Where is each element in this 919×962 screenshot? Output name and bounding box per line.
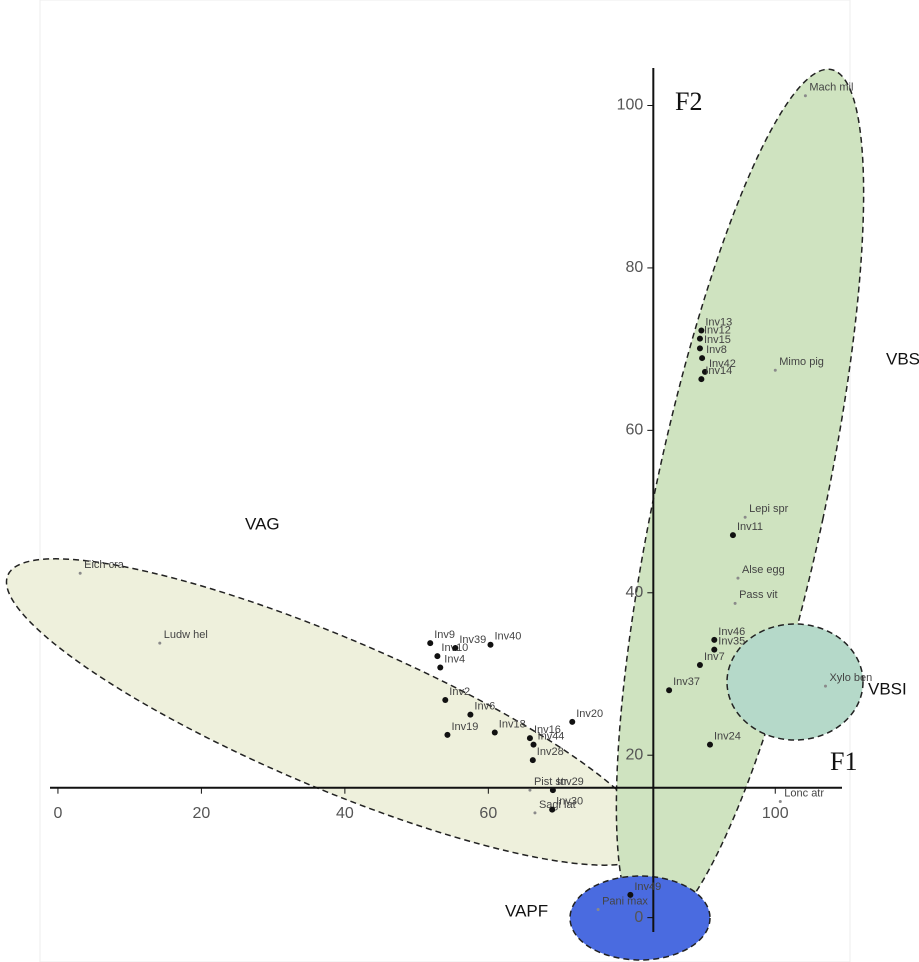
point-label: Pist str — [534, 776, 568, 788]
group-label: VBSI — [868, 679, 907, 698]
point-label: Inv14 — [705, 365, 732, 377]
point — [437, 664, 444, 671]
x-tick-label: 100 — [762, 805, 789, 822]
point — [549, 787, 556, 794]
point — [666, 687, 673, 694]
point — [823, 684, 827, 688]
point — [533, 811, 537, 815]
point — [627, 891, 634, 898]
vbsi-region — [726, 623, 864, 741]
point — [529, 757, 536, 764]
point-label: Lonc atr — [784, 787, 824, 799]
y-tick-label: 60 — [626, 422, 644, 439]
point-label: Inv35 — [718, 636, 745, 648]
point — [528, 788, 532, 792]
y-tick-label: 80 — [626, 259, 644, 276]
point — [696, 345, 703, 352]
x-tick-label: 60 — [479, 805, 497, 822]
vapf-region — [569, 875, 711, 961]
point — [442, 696, 449, 703]
point — [803, 94, 807, 98]
y-axis-label: F2 — [675, 87, 702, 116]
point — [444, 731, 451, 738]
point-label: Mimo pig — [779, 356, 824, 368]
point — [487, 641, 494, 648]
point — [452, 645, 459, 652]
point-label: Inv30 — [556, 796, 583, 808]
point-label: Inv2 — [449, 686, 470, 698]
point — [706, 741, 713, 748]
point — [427, 640, 434, 647]
point — [596, 908, 600, 912]
point — [158, 641, 162, 645]
point-label: Inv24 — [714, 731, 741, 743]
point — [711, 646, 718, 653]
point-label: Inv29 — [557, 776, 584, 788]
point — [701, 368, 708, 375]
point — [773, 368, 777, 372]
point-label: Pani max — [602, 895, 648, 907]
point-label: Inv40 — [494, 631, 521, 643]
point-label: Inv11 — [737, 521, 763, 533]
y-tick-label: 40 — [626, 584, 644, 601]
y-tick-label: 100 — [617, 97, 644, 114]
point — [698, 327, 705, 334]
point-label: Inv12 — [704, 324, 731, 336]
point — [736, 576, 740, 580]
point-label: Inv42 — [709, 358, 736, 370]
x-tick-label: 0 — [53, 805, 62, 822]
point-label: Xylo ben — [829, 672, 872, 684]
point-label: Inv44 — [538, 731, 565, 743]
point — [699, 355, 706, 362]
group-label: VAPF — [505, 901, 548, 920]
point — [467, 711, 474, 718]
point-label: Inv28 — [537, 746, 564, 758]
point-label: Inv49 — [634, 881, 661, 893]
point-label: Inv4 — [444, 653, 465, 665]
y-tick-label: 20 — [626, 746, 644, 763]
point-label: Pass vit — [739, 589, 778, 601]
point — [530, 741, 537, 748]
point-label: Inv39 — [459, 634, 486, 646]
point-label: Inv46 — [718, 626, 745, 638]
point-label: Inv19 — [451, 721, 478, 733]
point — [526, 735, 533, 742]
point-label: Inv9 — [434, 629, 455, 641]
point-label: Inv13 — [705, 316, 732, 328]
point-label: Inv20 — [576, 708, 603, 720]
point — [698, 376, 705, 383]
point — [569, 718, 576, 725]
point-label: Eich cra — [84, 559, 125, 571]
point — [743, 515, 747, 519]
point-label: Inv7 — [704, 651, 725, 663]
point — [549, 806, 556, 813]
group-label: VBS — [886, 349, 919, 368]
x-tick-label: 40 — [336, 805, 354, 822]
point-label: Ludw hel — [164, 629, 208, 641]
point — [491, 729, 498, 736]
point-label: Sagi lat — [539, 799, 576, 811]
point-label: Inv6 — [474, 701, 495, 713]
point — [696, 662, 703, 669]
point — [434, 653, 441, 660]
point-label: Alse egg — [742, 564, 785, 576]
x-tick-label: 20 — [193, 805, 211, 822]
group-label: VAG — [245, 514, 280, 533]
point-label: Inv15 — [704, 334, 731, 346]
point-label: Inv18 — [499, 718, 526, 730]
point — [78, 571, 82, 575]
point-label: Lepi spr — [749, 503, 788, 515]
point-label: Inv37 — [673, 676, 700, 688]
point-label: Inv8 — [706, 344, 727, 356]
point-label: Inv16 — [534, 724, 561, 736]
point — [778, 799, 782, 803]
y-tick-label: 0 — [634, 909, 643, 926]
point — [696, 335, 703, 342]
point-label: Mach mil — [809, 82, 853, 94]
point — [711, 636, 718, 643]
point — [733, 601, 737, 605]
point — [729, 532, 736, 539]
x-axis-label: F1 — [830, 747, 857, 776]
